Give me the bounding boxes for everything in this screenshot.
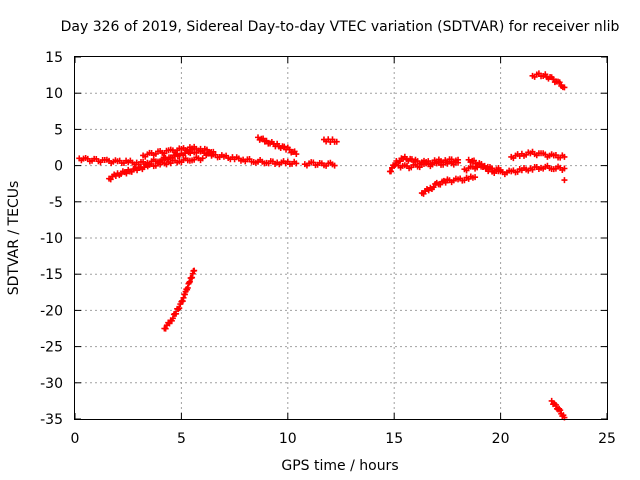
data-points — [76, 70, 568, 421]
y-tick-label: -35 — [40, 412, 63, 428]
data-point — [191, 267, 198, 274]
data-point — [286, 146, 293, 153]
data-point — [123, 170, 130, 177]
y-tick-label: -30 — [40, 376, 63, 392]
data-point — [134, 167, 141, 174]
axis-ticks: 0 5 10 15 20 25 15 10 5 0 -5 -10 -15 -20 -25 -30 -35 — [40, 50, 616, 447]
data-point — [176, 305, 183, 312]
data-point — [331, 162, 338, 169]
data-point — [430, 184, 437, 191]
chart-title: Day 326 of 2019, Sidereal Day-to-day VTE… — [61, 19, 620, 35]
data-point — [175, 306, 182, 313]
data-point — [561, 153, 568, 160]
y-axis-title: SDTVAR / TECUs — [6, 181, 22, 296]
data-point — [199, 155, 206, 162]
data-point — [210, 148, 217, 155]
x-tick-label: 15 — [385, 431, 403, 447]
data-point — [455, 159, 462, 166]
data-point — [281, 143, 288, 150]
data-point — [472, 174, 479, 181]
data-point — [442, 179, 449, 186]
data-point — [173, 310, 180, 317]
data-point — [556, 79, 563, 86]
x-axis-title: GPS time / hours — [281, 458, 398, 474]
x-tick-label: 5 — [177, 431, 186, 447]
y-tick-label: -25 — [40, 340, 63, 356]
data-point — [557, 407, 564, 414]
data-point — [548, 397, 555, 404]
y-tick-label: 15 — [45, 50, 63, 66]
data-point — [162, 325, 169, 332]
y-tick-label: 10 — [45, 86, 63, 102]
data-point — [497, 166, 504, 173]
data-point — [260, 135, 267, 142]
x-tick-label: 25 — [598, 431, 616, 447]
x-tick-label: 10 — [279, 431, 297, 447]
data-point — [388, 168, 395, 175]
y-tick-label: -5 — [49, 195, 63, 211]
data-point — [293, 160, 300, 167]
data-point — [561, 165, 568, 172]
x-tick-label: 0 — [71, 431, 80, 447]
plot-frame — [74, 56, 608, 420]
y-tick-label: 5 — [54, 122, 63, 138]
data-point — [552, 401, 559, 408]
y-tick-label: -20 — [40, 303, 63, 319]
data-point — [169, 315, 176, 322]
data-point — [561, 177, 568, 184]
grid — [75, 57, 607, 419]
data-point — [333, 138, 340, 145]
y-tick-label: 0 — [54, 159, 63, 175]
data-point — [561, 84, 568, 91]
data-point — [293, 151, 300, 158]
x-tick-label: 20 — [492, 431, 510, 447]
y-tick-label: -10 — [40, 231, 63, 247]
y-tick-label: -15 — [40, 267, 63, 283]
